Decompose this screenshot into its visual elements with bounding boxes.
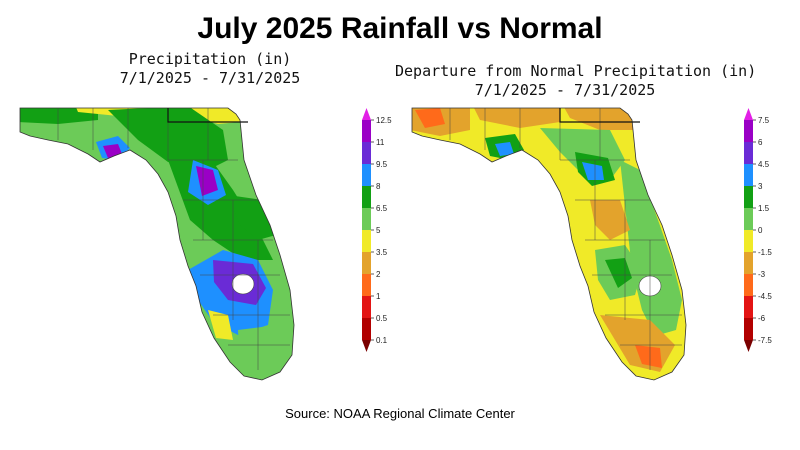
county-lines: [57, 108, 290, 370]
precipitation-legend-label: 3.5: [376, 248, 388, 257]
source-credit: Source: NOAA Regional Climate Center: [285, 406, 515, 421]
precipitation-legend-swatch: [362, 274, 371, 296]
departure-legend-top-arrow: [744, 108, 753, 120]
departure-legend: 7.5 6 4.5 3 1.5 0 -1.5 -3 -4.5 -6 -7.5: [744, 108, 772, 352]
precipitation-legend-swatch: [362, 318, 371, 340]
florida-outline: [411, 107, 687, 381]
departure-legend-label: -6: [758, 314, 766, 323]
departure-map-title: Departure from Normal Precipitation (in)…: [395, 62, 757, 100]
departure-legend-swatch: [744, 296, 753, 318]
county-lines: [449, 108, 682, 370]
departure-legend-swatch: [744, 252, 753, 274]
departure-legend-swatch: [744, 120, 753, 142]
florida-outline: [19, 107, 295, 381]
departure-legend-label: 6: [758, 138, 763, 147]
precipitation-legend-swatch: [362, 230, 371, 252]
lake-okeechobee: [231, 273, 255, 295]
precipitation-legend-label: 9.5: [376, 160, 388, 169]
precipitation-legend: 12.5 11 9.5 8 6.5 5 3.5 2 1 0.5 0.1: [362, 108, 392, 352]
state-border: [167, 108, 248, 123]
precipitation-title-line1: Precipitation (in): [128, 50, 292, 68]
departure-legend-swatch: [744, 274, 753, 296]
precipitation-legend-label: 1: [376, 292, 381, 301]
departure-legend-label: 4.5: [758, 160, 770, 169]
departure-date-range: 7/1/2025 - 7/31/2025: [474, 81, 656, 99]
departure-map: [411, 107, 687, 381]
precipitation-legend-swatch: [362, 164, 371, 186]
precipitation-legend-label: 0.1: [376, 336, 388, 345]
precipitation-legend-label: 6.5: [376, 204, 388, 213]
precipitation-date-range: 7/1/2025 - 7/31/2025: [119, 69, 301, 87]
precipitation-legend-top-arrow: [362, 108, 371, 120]
precipitation-legend-label: 0.5: [376, 314, 388, 323]
precipitation-legend-swatch: [362, 120, 371, 142]
departure-legend-label: 1.5: [758, 204, 770, 213]
precipitation-legend-swatch: [362, 296, 371, 318]
departure-legend-swatch: [744, 142, 753, 164]
departure-legend-swatch: [744, 164, 753, 186]
departure-legend-label: -7.5: [758, 336, 772, 345]
departure-legend-label: -1.5: [758, 248, 772, 257]
main-title: July 2025 Rainfall vs Normal: [197, 12, 603, 45]
state-border: [559, 108, 640, 123]
departure-legend-bottom-arrow: [744, 340, 753, 352]
precipitation-legend-swatch: [362, 186, 371, 208]
departure-legend-swatch: [744, 318, 753, 340]
precipitation-legend-swatch: [362, 252, 371, 274]
departure-legend-swatch: [744, 186, 753, 208]
precipitation-legend-label: 12.5: [376, 116, 392, 125]
departure-legend-label: -3: [758, 270, 766, 279]
precipitation-legend-bottom-arrow: [362, 340, 371, 352]
departure-title-line1: Departure from Normal Precipitation (in): [395, 62, 757, 80]
precipitation-legend-label: 8: [376, 182, 381, 191]
departure-legend-label: 0: [758, 226, 763, 235]
precipitation-legend-swatch: [362, 208, 371, 230]
departure-legend-swatch: [744, 208, 753, 230]
departure-legend-label: 7.5: [758, 116, 770, 125]
precipitation-legend-label: 11: [376, 138, 385, 147]
precipitation-legend-label: 5: [376, 226, 381, 235]
precipitation-legend-label: 2: [376, 270, 381, 279]
departure-legend-label: 3: [758, 182, 763, 191]
departure-legend-swatch: [744, 230, 753, 252]
precipitation-map-title: Precipitation (in) 7/1/2025 - 7/31/2025: [60, 50, 360, 88]
departure-legend-label: -4.5: [758, 292, 772, 301]
precipitation-legend-swatch: [362, 142, 371, 164]
precipitation-map: [19, 107, 295, 381]
